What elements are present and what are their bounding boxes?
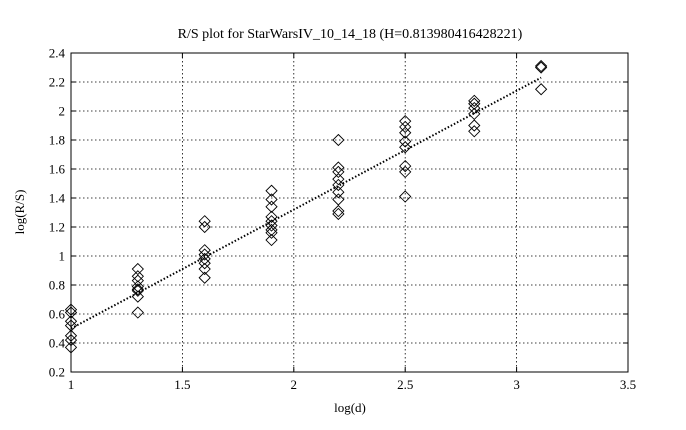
data-point <box>534 83 548 96</box>
data-point <box>131 274 144 287</box>
y-tick-label: 1 <box>59 249 66 264</box>
data-point <box>399 165 412 179</box>
data-point <box>399 135 412 148</box>
data-point <box>265 233 278 247</box>
data-point <box>399 159 412 173</box>
data-point <box>265 219 278 232</box>
data-point <box>265 184 278 197</box>
data-point <box>399 190 412 203</box>
data-point <box>468 101 481 115</box>
x-tick-label: 2.5 <box>397 377 413 392</box>
y-tick-label: 2.2 <box>49 75 65 90</box>
data-point <box>64 333 78 347</box>
data-point <box>64 315 78 328</box>
data-point <box>332 207 345 221</box>
data-point <box>332 161 345 174</box>
plot-frame <box>70 52 629 373</box>
data-point <box>265 215 278 228</box>
data-point <box>64 306 78 319</box>
data-points <box>64 59 548 354</box>
x-tick-labels: 1 1.5 2 2.5 3 3.5 <box>68 377 636 392</box>
data-point <box>468 119 481 132</box>
data-point <box>131 270 144 283</box>
data-point <box>468 94 481 107</box>
data-point <box>265 193 278 206</box>
data-point <box>534 59 548 73</box>
grid-lines <box>71 53 628 372</box>
data-point <box>332 193 345 206</box>
y-tick-labels: 0.2 0.4 0.6 0.8 1 1.2 1.4 1.6 1.8 2 2.2 2.4 <box>49 46 66 380</box>
data-point <box>198 244 211 257</box>
chart-title: R/S plot for StarWarsIV_10_14_18 (H=0.81… <box>178 27 523 42</box>
data-point <box>131 290 144 303</box>
data-point <box>332 186 345 199</box>
x-tick-label: 3.5 <box>620 377 636 392</box>
data-point <box>131 280 144 293</box>
data-point <box>468 125 481 138</box>
data-point <box>399 126 412 139</box>
data-point <box>198 248 211 261</box>
x-tick-label: 3 <box>513 377 520 392</box>
x-tick-label: 1.5 <box>174 377 190 392</box>
data-point <box>265 200 278 213</box>
data-point <box>468 97 481 110</box>
data-point <box>534 61 548 74</box>
data-point <box>198 252 211 266</box>
data-point <box>332 204 345 218</box>
data-point <box>131 283 144 296</box>
axis-ticks <box>70 52 629 373</box>
y-tick-label: 1.6 <box>49 162 66 177</box>
x-tick-label: 1 <box>68 377 75 392</box>
data-point <box>131 284 144 297</box>
fit-line-layer <box>70 76 542 330</box>
y-tick-label: 0.4 <box>49 336 66 351</box>
fit-line <box>70 76 542 330</box>
y-tick-label: 1.8 <box>49 133 65 148</box>
y-tick-label: 2.4 <box>49 46 66 61</box>
y-axis-label: log(R/S) <box>12 190 27 235</box>
x-axis-label: log(d) <box>334 400 366 415</box>
data-point <box>131 262 144 276</box>
data-point <box>265 226 278 239</box>
data-point <box>64 341 78 354</box>
x-tick-label: 2 <box>291 377 298 392</box>
y-tick-label: 0.2 <box>49 365 65 380</box>
y-tick-label: 1.4 <box>49 191 66 206</box>
data-point <box>399 141 412 154</box>
data-point <box>198 215 211 228</box>
data-point <box>265 210 278 223</box>
data-point <box>332 133 345 147</box>
data-point <box>332 173 345 186</box>
data-point <box>198 257 211 270</box>
data-point <box>198 271 211 284</box>
data-point <box>198 262 211 276</box>
y-tick-label: 0.8 <box>49 278 65 293</box>
y-tick-label: 2 <box>59 104 66 119</box>
data-point <box>64 319 78 332</box>
data-point <box>198 220 211 234</box>
data-point <box>332 178 345 192</box>
y-tick-label: 0.6 <box>49 307 66 322</box>
data-point <box>399 120 412 134</box>
data-point <box>131 306 144 319</box>
y-tick-label: 1.2 <box>49 220 65 235</box>
data-point <box>265 223 278 237</box>
data-point <box>332 165 345 179</box>
